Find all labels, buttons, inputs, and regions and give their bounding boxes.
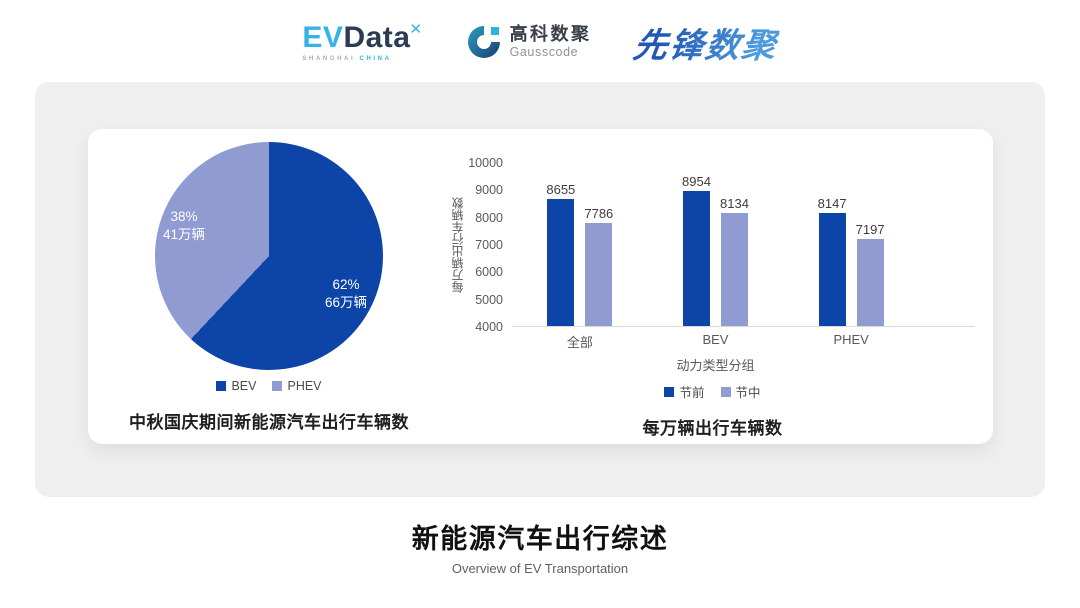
evdata-shanghai-text: SHANGHAI: [302, 55, 356, 62]
bar-legend-item-pre: 节前: [664, 382, 705, 401]
pie-legend-item-bev: BEV: [216, 379, 256, 393]
pre-holiday-legend-label: 节前: [679, 386, 705, 400]
pie-graphic: [155, 142, 383, 370]
bar-plot-area: 8655 7786 8954 8134 8147 7197: [512, 163, 975, 327]
category-label-PHEV: PHEV: [833, 332, 869, 347]
mid-holiday-legend-label: 节中: [735, 386, 761, 400]
charts-card: 38% 41万辆 62% 66万辆 BEV PHEV: [88, 129, 993, 444]
gausscode-cn-name: 高科数聚: [509, 23, 592, 44]
phev-swatch-icon: [272, 381, 283, 391]
y-tick-label: 4000: [475, 320, 503, 334]
evdata-ev-text: EV: [302, 20, 344, 54]
y-tick-label: 8000: [475, 210, 503, 225]
gausscode-logo: 高科数聚 Gausscode: [466, 24, 592, 60]
bar-value-label: 8147: [817, 195, 847, 211]
evdata-logo: EVData✕ SHANGHAI CHINA: [302, 20, 423, 62]
bar-title: 每万辆出行车辆数: [642, 419, 783, 438]
pie-label-phev: 38% 41万辆: [142, 208, 226, 244]
y-tick-label: 7000: [475, 238, 503, 252]
y-tick-label: 6000: [475, 265, 503, 280]
bar-value-label: 8655: [546, 181, 576, 197]
phev-percent: 38%: [170, 209, 198, 224]
evdata-data-text: Data: [343, 20, 411, 54]
y-tick-label: 5000: [475, 292, 503, 307]
bev-swatch-icon: [216, 381, 227, 391]
bar-节前-全部: 8655: [546, 182, 575, 326]
mid-holiday-swatch-icon: [720, 386, 731, 397]
bar-节前-PHEV: 8147: [818, 196, 847, 326]
evdata-wordmark: EVData✕: [302, 20, 423, 54]
xianfeng-shuju-logo: 先锋数聚: [630, 18, 781, 67]
bar-节中-全部: 7786: [584, 206, 613, 326]
y-tick-label: 9000: [475, 183, 503, 198]
bar-节中-BEV: 8134: [720, 196, 749, 326]
gausscode-en-name: Gausscode: [509, 45, 579, 60]
bar-legend-item-mid: 节中: [720, 382, 761, 401]
bar-value-label: 8954: [682, 173, 711, 189]
bar-节中-PHEV: 7197: [856, 222, 885, 326]
bev-percent: 62%: [332, 277, 360, 292]
bar-y-ticks: 10000 9000 8000 7000 6000 5000 4000: [466, 156, 512, 334]
phev-amount: 41万辆: [162, 226, 206, 242]
pie-title: 中秋国庆期间新能源汽车出行车辆数: [129, 413, 409, 432]
gausscode-g-icon: [467, 26, 500, 58]
bar-chart: 每万辆出行车辆数 10000 9000 8000 7000 6000 5000 4000 8…: [450, 129, 993, 444]
phev-legend-label: PHEV: [287, 379, 322, 393]
bar-group-PHEV: 8147 7197: [818, 163, 885, 326]
bev-legend-label: BEV: [231, 379, 257, 393]
page-title: 新能源汽车出行综述: [411, 524, 669, 554]
pie-legend: BEV PHEV: [216, 379, 322, 393]
bar-x-axis-title: 动力类型分组: [676, 358, 755, 373]
bev-amount: 66万辆: [324, 294, 368, 310]
bar-节前-BEV: 8954: [682, 174, 711, 326]
evdata-china-text: CHINA: [359, 55, 392, 62]
pie-chart: 38% 41万辆 62% 66万辆 BEV PHEV: [88, 129, 450, 444]
bar-category-labels: 全部 BEV PHEV: [512, 332, 975, 351]
bar-group-全部: 8655 7786: [546, 163, 613, 326]
bar-value-label: 7197: [855, 221, 885, 237]
bar-value-label: 7786: [584, 205, 614, 221]
logo-header: EVData✕ SHANGHAI CHINA 高科数聚 Gau: [0, 0, 1080, 67]
y-tick-label: 10000: [468, 156, 503, 170]
evdata-subtext: SHANGHAI CHINA: [302, 56, 391, 62]
bar-group-BEV: 8954 8134: [682, 163, 749, 326]
gray-panel: 38% 41万辆 62% 66万辆 BEV PHEV: [35, 82, 1045, 497]
bar-legend: 节前 节中: [450, 382, 975, 401]
bar-plot-row: 每万辆出行车辆数 10000 9000 8000 7000 6000 5000 4000 8…: [450, 156, 975, 334]
pie-label-bev: 62% 66万辆: [304, 276, 388, 312]
bar-y-axis-title: 每万辆出行车辆数: [451, 197, 465, 293]
footer: 新能源汽车出行综述 Overview of EV Transportation: [0, 517, 1080, 576]
gausscode-text: 高科数聚 Gausscode: [509, 23, 592, 60]
category-label-BEV: BEV: [702, 332, 729, 347]
page-subtitle: Overview of EV Transportation: [451, 561, 629, 576]
pre-holiday-swatch-icon: [664, 386, 675, 397]
pie-legend-item-phev: PHEV: [272, 379, 322, 393]
pie-graphic-wrap: 38% 41万辆 62% 66万辆: [155, 142, 383, 370]
bar-value-label: 8134: [720, 196, 749, 212]
evdata-x-mark-icon: ✕: [409, 20, 423, 38]
category-label-全部: 全部: [566, 335, 593, 350]
